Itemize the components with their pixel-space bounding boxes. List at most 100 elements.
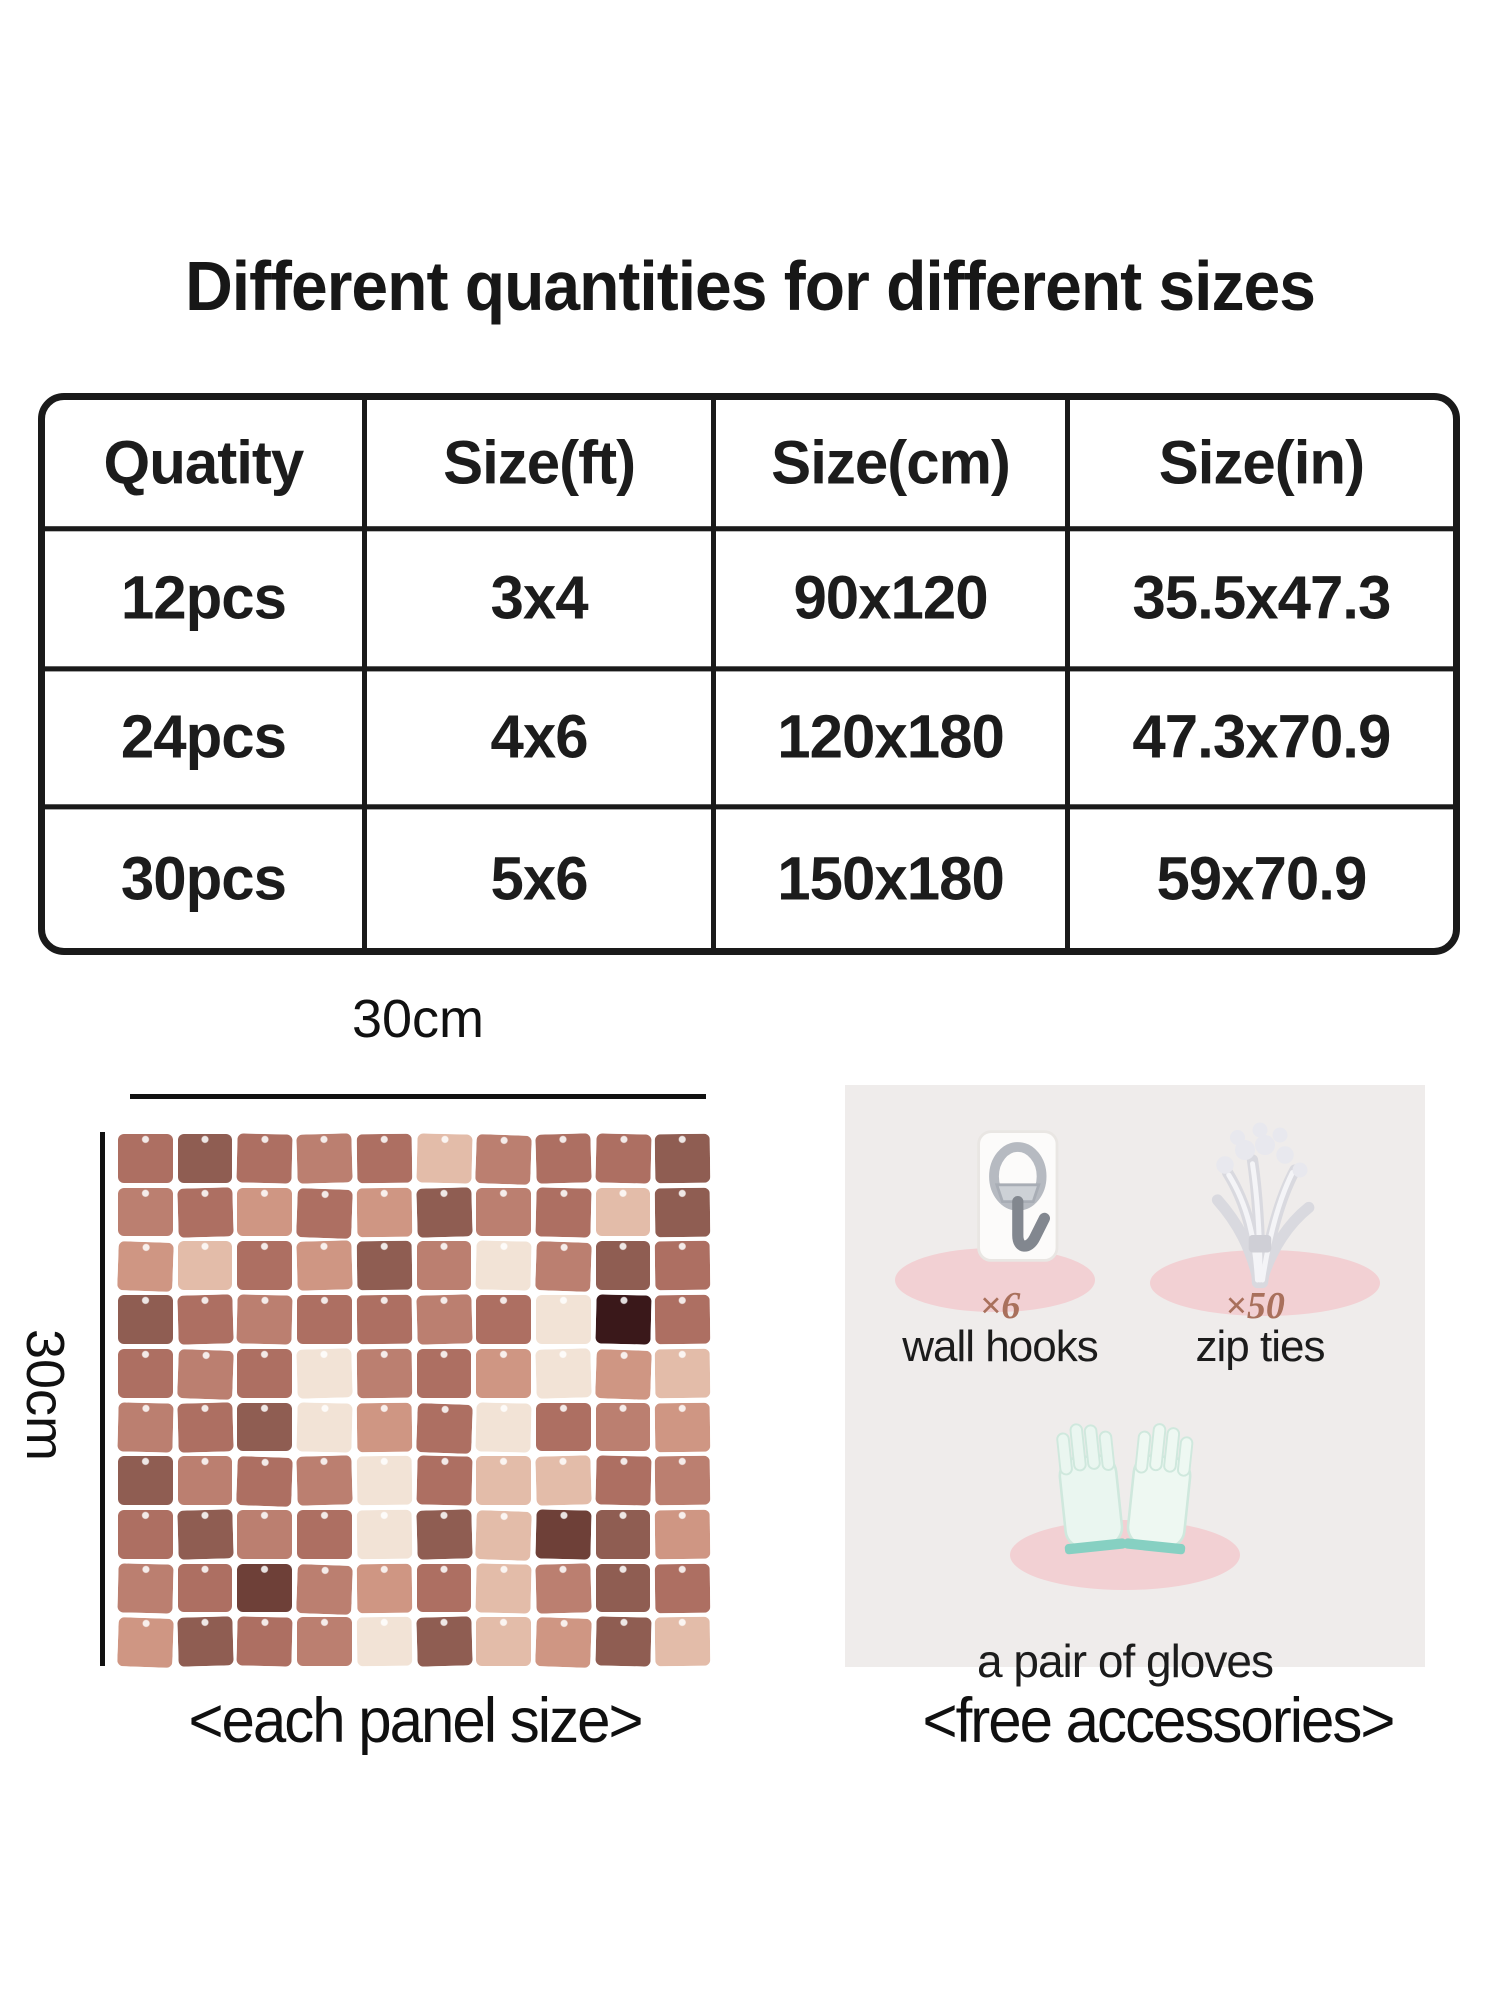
zip-ties-count: ×50 <box>1225 1285 1285 1327</box>
sequin-tile <box>654 1616 711 1667</box>
sequin-tile <box>535 1562 592 1614</box>
sequin-tile <box>117 1241 174 1293</box>
sequin-tile <box>654 1509 711 1559</box>
table-cell: 5x6 <box>367 807 717 948</box>
sequin-tile <box>356 1187 412 1237</box>
sequin-tile <box>356 1455 412 1506</box>
sequin-tile <box>356 1133 412 1184</box>
wall-hook-icon <box>977 1130 1059 1262</box>
sequin-tile <box>535 1509 592 1560</box>
sequin-tile <box>118 1348 173 1398</box>
accessories-card: ×6 ×50 wall hooks zip ties a pair of glo… <box>845 1085 1425 1687</box>
sequin-tile <box>237 1348 293 1398</box>
sequin-tile <box>654 1187 711 1237</box>
table-cell: 150x180 <box>716 807 1070 948</box>
sequin-tile <box>535 1455 592 1506</box>
page-title: Different quantities for different sizes <box>185 247 1316 325</box>
sequin-tile <box>475 1401 532 1452</box>
glove-shadow-ellipse <box>1010 1520 1240 1590</box>
table-cell: 59x70.9 <box>1156 844 1367 913</box>
table-header-cell: Quatity <box>45 400 367 531</box>
sequin-tile <box>236 1616 293 1667</box>
table-cell: 35.5x47.3 <box>1069 528 1453 671</box>
sequin-tile <box>177 1401 234 1452</box>
sequin-tile <box>595 1616 651 1667</box>
gloves-label: a pair of gloves <box>977 1635 1274 1687</box>
sequin-tile <box>595 1133 651 1184</box>
table-header-cell: Size(ft) <box>366 400 717 531</box>
sequin-tile <box>416 1241 472 1291</box>
sequin-tile <box>475 1509 532 1561</box>
sequin-tile <box>654 1133 711 1184</box>
sequin-tile <box>296 1348 353 1399</box>
sequin-tile <box>118 1295 173 1344</box>
table-cell: 30pcs <box>45 807 367 948</box>
sequin-tile <box>476 1617 531 1666</box>
sequin-tile <box>237 1509 293 1559</box>
sequin-tile <box>356 1348 412 1398</box>
sequin-tile <box>535 1187 592 1238</box>
sequin-tile <box>296 1401 353 1452</box>
sequin-tile <box>535 1241 592 1293</box>
sequin-tile <box>535 1617 592 1668</box>
sequin-tile <box>415 1133 472 1184</box>
sequin-tile <box>117 1562 174 1613</box>
sequin-tile <box>177 1134 233 1183</box>
sequin-tile <box>118 1509 173 1559</box>
sequin-tile <box>356 1294 412 1345</box>
sequin-tile <box>595 1294 651 1345</box>
sequin-tile <box>296 1240 353 1291</box>
sequin-tile <box>654 1241 711 1291</box>
sequin-tile <box>595 1455 651 1506</box>
table-header-cell: Size(in) <box>1069 400 1453 531</box>
sequin-tile <box>177 1509 234 1560</box>
sequin-tile <box>118 1187 173 1237</box>
sequin-tile <box>237 1187 293 1237</box>
sequin-tile <box>594 1348 652 1400</box>
panel-height-line <box>100 1132 105 1666</box>
sequin-tile <box>297 1617 352 1666</box>
sequin-tile <box>118 1456 173 1505</box>
sequin-tile <box>356 1563 412 1613</box>
sequin-tile <box>535 1133 592 1184</box>
sequin-tile <box>595 1187 651 1237</box>
sequin-tile <box>117 1617 174 1668</box>
table-cell: 90x120 <box>716 528 1070 671</box>
sequin-tile <box>296 1455 353 1506</box>
sequin-tile <box>236 1294 293 1345</box>
sequin-tile <box>177 1294 234 1345</box>
accessories-caption: <free accessories> <box>922 1685 1396 1756</box>
zip-ties-icon <box>1211 1122 1315 1289</box>
table-cell: 120x180 <box>716 667 1070 810</box>
sequin-tile <box>654 1348 711 1398</box>
sequin-tile <box>176 1348 234 1400</box>
panel-height-label: 30cm <box>15 1328 75 1462</box>
panel-caption: <each panel size> <box>188 1685 643 1756</box>
sequin-tile <box>654 1402 711 1452</box>
sequin-tile <box>356 1509 412 1559</box>
sequin-tile <box>297 1509 352 1559</box>
sequin-tile <box>415 1402 472 1454</box>
sequin-tile <box>177 1616 234 1667</box>
sequin-tile <box>296 1133 353 1184</box>
sequin-tile <box>475 1240 532 1291</box>
sequin-tile <box>415 1455 472 1506</box>
sequin-tile <box>296 1563 353 1615</box>
sequin-tile <box>356 1402 412 1452</box>
table-cell: 4x6 <box>366 667 717 810</box>
wall-hooks-count: ×6 <box>979 1285 1021 1327</box>
sequin-tile <box>118 1134 173 1183</box>
sequin-tile <box>356 1241 412 1291</box>
sequin-tile <box>415 1509 472 1560</box>
sequin-tile <box>654 1294 711 1345</box>
sequin-tile <box>535 1348 592 1399</box>
sequin-tile <box>356 1616 412 1667</box>
panel-width-label: 30cm <box>351 989 485 1049</box>
sequin-tile <box>236 1456 293 1507</box>
zip-ties-label: zip ties <box>1195 1322 1326 1371</box>
wall-hooks-label: wall hooks <box>902 1322 1098 1371</box>
sequin-tile <box>297 1295 352 1344</box>
table-cell: 47.3x70.9 <box>1069 668 1453 810</box>
sequin-tile <box>476 1348 531 1398</box>
